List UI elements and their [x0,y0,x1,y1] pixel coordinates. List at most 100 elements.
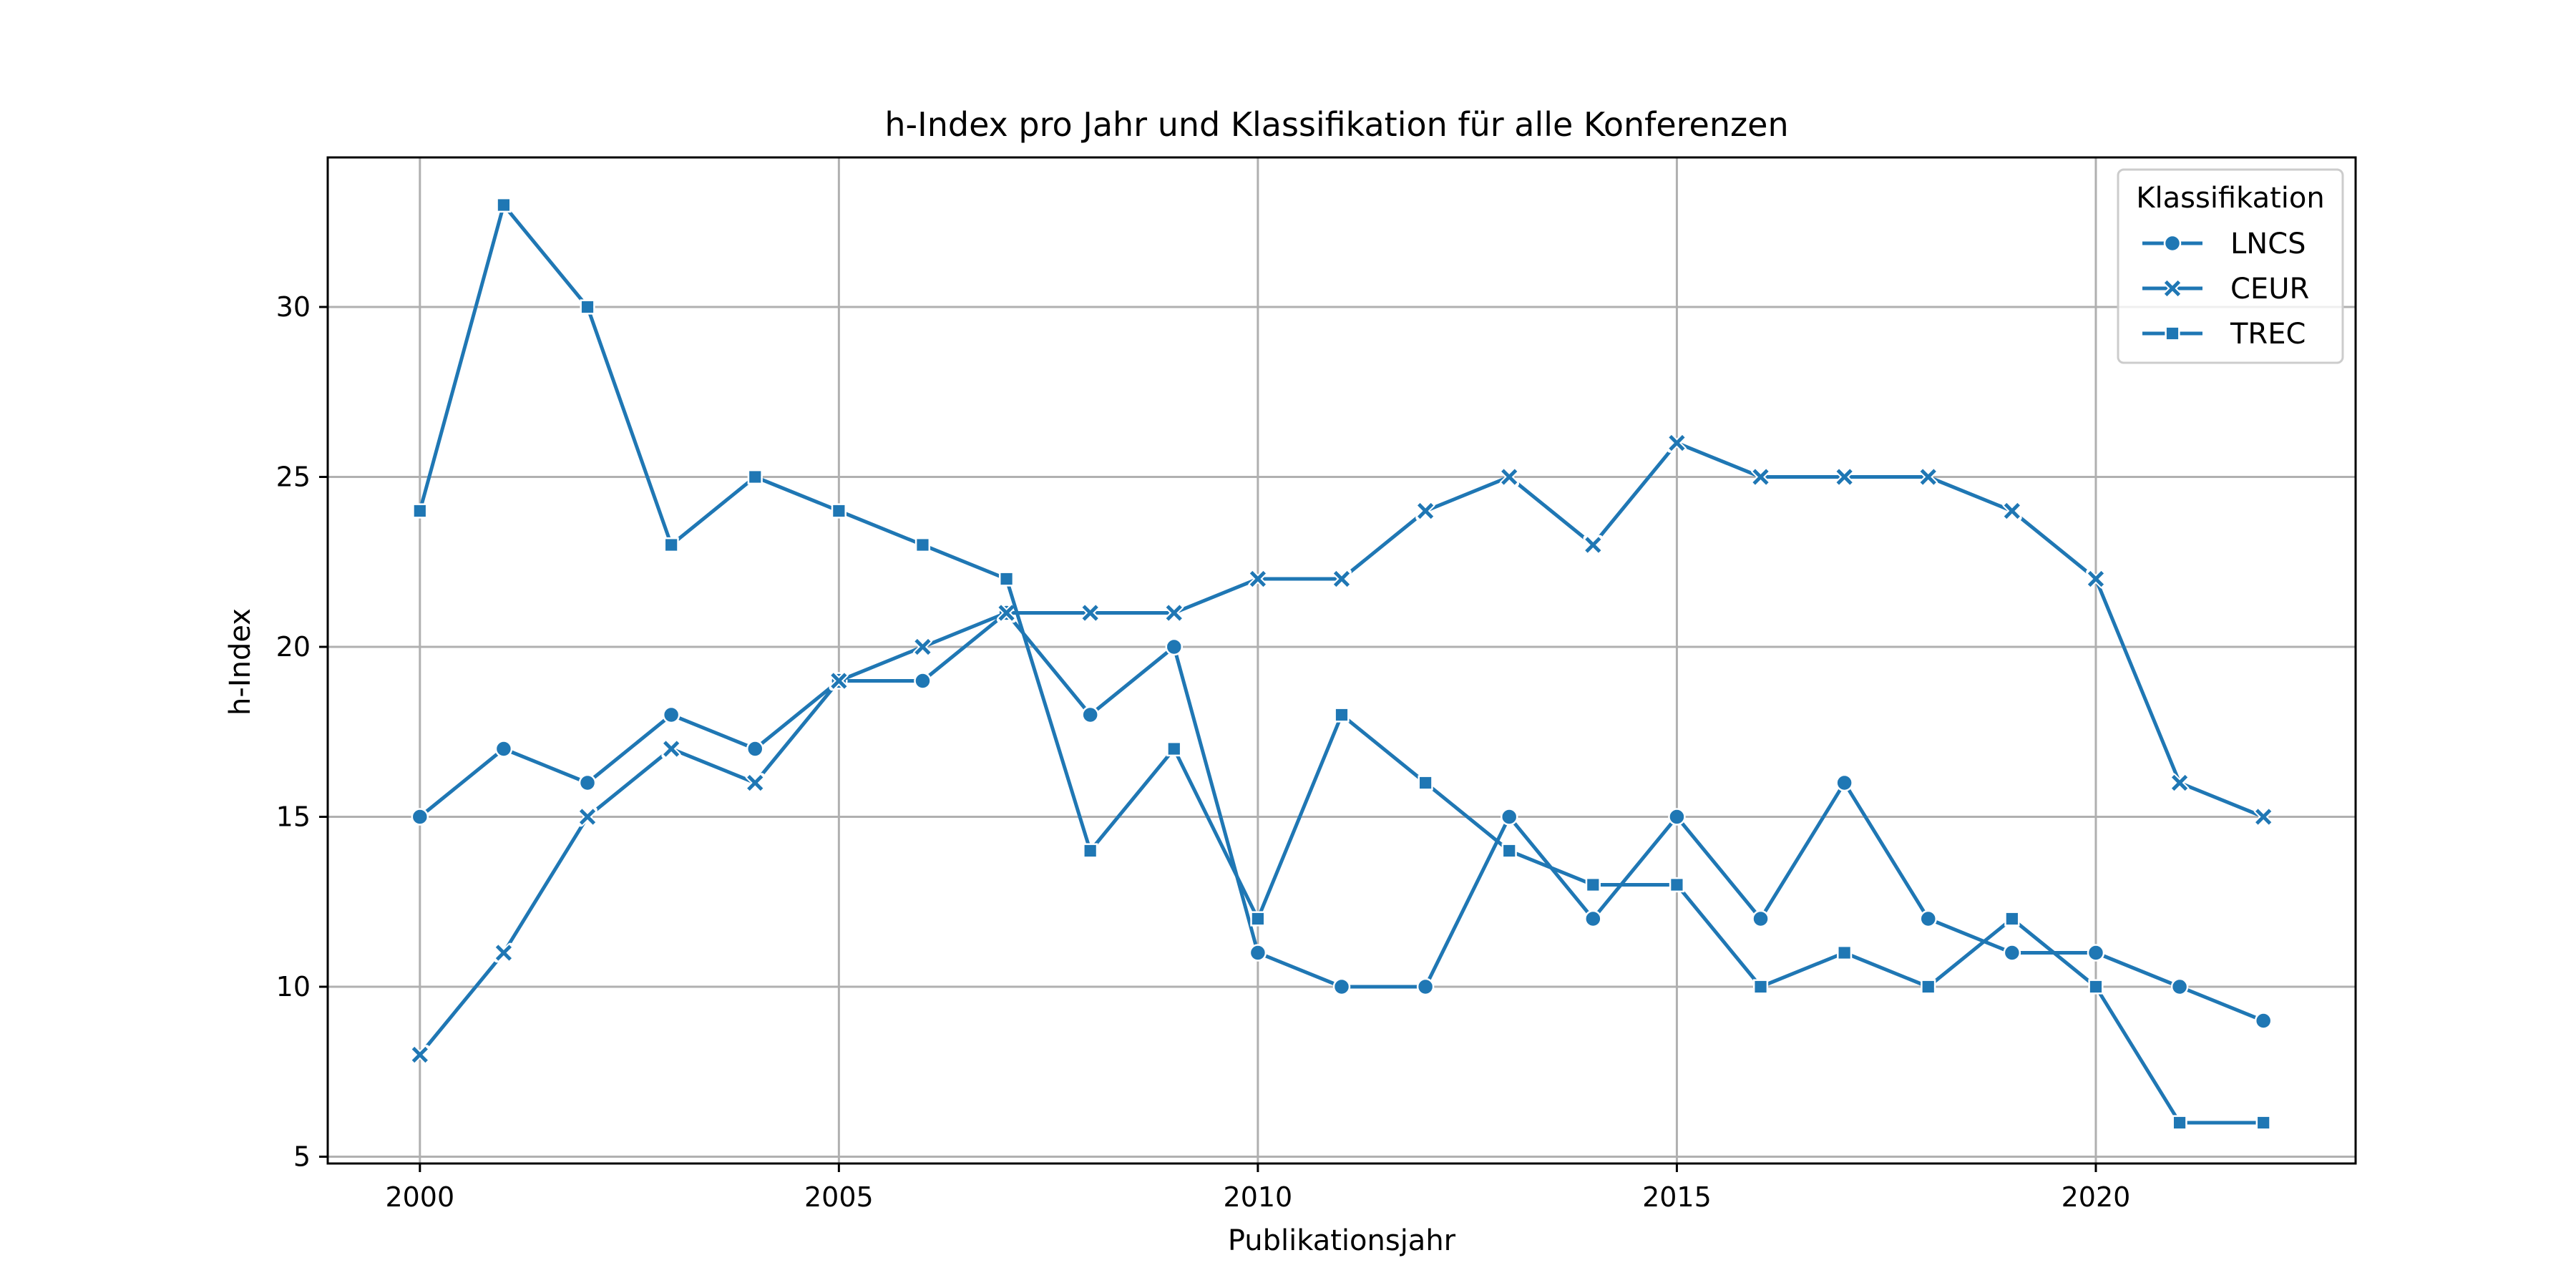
data-point [1750,467,1771,487]
legend-box [2117,168,2344,364]
data-point [746,740,764,758]
data-point [1583,535,1604,555]
data-point [2253,806,2274,827]
data-point [1249,944,1267,962]
data-point [1669,877,1685,893]
data-point [2088,979,2104,995]
legend-label: LNCS [2230,228,2306,260]
y-tick-label: 20 [276,631,311,663]
x-tick-label: 2000 [385,1181,454,1213]
y-tick-label: 30 [276,291,311,323]
data-point [1334,707,1350,723]
data-point [1415,501,1435,521]
data-point [1250,911,1266,927]
legend-label: CEUR [2230,273,2309,306]
data-point [1332,569,1352,589]
data-point [1418,775,1433,791]
data-point [2087,944,2105,962]
data-point [577,806,597,827]
chart-title: h-Index pro Jahr und Klassifikation für … [884,105,1788,144]
series-trec [412,197,2271,1131]
data-point [1248,569,1268,589]
data-point [1752,909,1770,928]
data-point [2170,773,2190,793]
data-point [412,503,428,519]
data-point [912,637,933,657]
data-point [2002,501,2022,521]
data-point [2172,1115,2187,1131]
data-point [996,602,1017,623]
x-axis-label: Publikationsjahr [1228,1224,1456,1257]
data-point [494,740,513,758]
data-point [2170,977,2189,996]
data-point [914,537,931,553]
data-point [1416,977,1435,996]
data-point [829,670,849,691]
data-point [1918,467,1938,487]
data-point [2003,944,2021,962]
data-point [914,672,932,690]
data-point [831,503,847,519]
data-point [1166,741,1182,757]
data-point [1919,909,1938,928]
legend-label: TREC [2230,318,2306,351]
data-point [1499,467,1520,487]
data-point [1834,467,1855,487]
data-point [494,942,514,963]
y-tick-label: 15 [276,801,311,833]
data-point [2162,278,2182,298]
data-point [1668,808,1686,826]
data-point [1921,979,1936,995]
data-point [998,571,1015,587]
data-point [1752,979,1769,995]
data-point [1083,843,1098,859]
tick-layer: 2000 2005 2010 2015 2020 5 10 15 20 25 30 [276,291,2131,1213]
data-point [1584,909,1602,928]
data-point [2004,911,2020,927]
y-tick-label: 5 [293,1141,311,1173]
data-point [496,197,512,213]
data-point [745,773,766,793]
data-point [1585,877,1601,893]
x-tick-label: 2020 [2062,1181,2131,1213]
data-point [663,537,679,553]
data-point [1837,945,1853,961]
series-layer [409,197,2274,1131]
x-tick-label: 2015 [1642,1181,1712,1213]
data-point [2163,234,2182,253]
legend-entry-ceur: CEUR [2142,273,2309,306]
series-ceur [409,433,2274,1065]
data-point [2165,326,2180,341]
x-tick-label: 2005 [804,1181,874,1213]
data-point [662,706,680,724]
data-point [1081,706,1099,724]
data-point [1667,433,1687,453]
data-point [578,774,597,792]
x-tick-label: 2010 [1224,1181,1293,1213]
data-point [580,299,595,315]
data-point [1501,843,1517,859]
data-point [1500,808,1518,826]
grid-layer [328,157,2356,1163]
data-point [661,738,681,759]
y-tick-label: 10 [276,971,311,1002]
y-tick-label: 25 [276,462,311,493]
legend-title: Klassifikation [2136,182,2324,215]
data-point [1163,602,1184,623]
plot-frame [326,156,2357,1165]
y-axis-label: h-Index [224,608,257,716]
data-point [2254,1012,2273,1030]
data-point [411,808,429,826]
series-lncs [411,604,2273,1030]
data-point [1835,774,1853,792]
series-line [418,441,2265,1056]
data-point [409,1045,430,1065]
legend-entry-lncs: LNCS [2142,228,2306,260]
data-point [2086,569,2106,589]
legend-entries: LNCS CEUR TREC [2142,228,2309,351]
data-point [1165,638,1184,656]
legend-entry-trec: TREC [2142,318,2306,351]
data-point [2255,1115,2271,1131]
